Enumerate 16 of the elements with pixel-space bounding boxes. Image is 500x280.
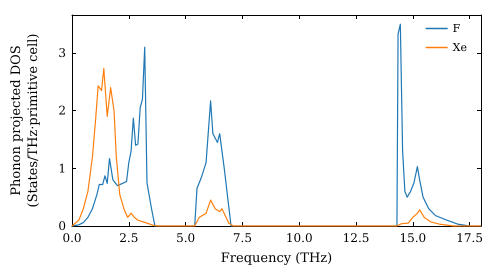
- x-tick-label: 17.5: [456, 231, 483, 245]
- x-tick-label: 0.0: [62, 231, 82, 245]
- y-tick-label: 2: [58, 104, 66, 118]
- x-tick-label: 10.0: [286, 231, 313, 245]
- x-tick-label: 12.5: [342, 231, 370, 245]
- y-axis-title: Phonon projected DOS (States/THz·primitive cell): [9, 33, 41, 208]
- x-tick-label: 7.5: [232, 231, 252, 245]
- x-tick-label: 2.5: [119, 231, 138, 245]
- y-tick-label: 1: [58, 161, 66, 176]
- x-axis-title: Frequency (THz): [220, 251, 332, 266]
- x-tick-label: 15.0: [399, 231, 426, 245]
- y-tick-label: 3: [58, 46, 66, 60]
- legend-label: F: [452, 22, 461, 35]
- legend-label: Xe: [452, 41, 468, 54]
- y-tick-label: 0: [58, 219, 66, 233]
- x-tick-label: 5.0: [176, 231, 196, 245]
